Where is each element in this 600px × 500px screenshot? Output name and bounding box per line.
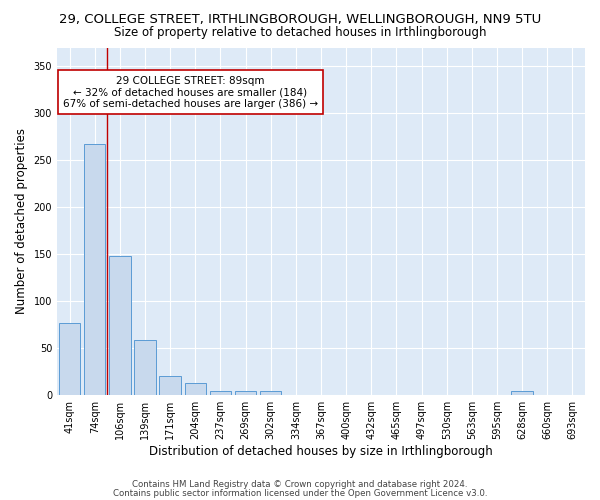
Bar <box>210 391 231 394</box>
Text: Size of property relative to detached houses in Irthlingborough: Size of property relative to detached ho… <box>114 26 486 39</box>
Y-axis label: Number of detached properties: Number of detached properties <box>15 128 28 314</box>
Bar <box>84 144 106 395</box>
Text: 29 COLLEGE STREET: 89sqm
← 32% of detached houses are smaller (184)
67% of semi-: 29 COLLEGE STREET: 89sqm ← 32% of detach… <box>63 76 318 109</box>
Bar <box>109 256 131 394</box>
Bar <box>260 391 281 394</box>
Bar <box>511 391 533 394</box>
Bar <box>160 376 181 394</box>
Text: Contains public sector information licensed under the Open Government Licence v3: Contains public sector information licen… <box>113 488 487 498</box>
X-axis label: Distribution of detached houses by size in Irthlingborough: Distribution of detached houses by size … <box>149 444 493 458</box>
Text: 29, COLLEGE STREET, IRTHLINGBOROUGH, WELLINGBOROUGH, NN9 5TU: 29, COLLEGE STREET, IRTHLINGBOROUGH, WEL… <box>59 12 541 26</box>
Bar <box>134 340 156 394</box>
Bar <box>185 384 206 394</box>
Text: Contains HM Land Registry data © Crown copyright and database right 2024.: Contains HM Land Registry data © Crown c… <box>132 480 468 489</box>
Bar <box>59 324 80 394</box>
Bar <box>235 391 256 394</box>
